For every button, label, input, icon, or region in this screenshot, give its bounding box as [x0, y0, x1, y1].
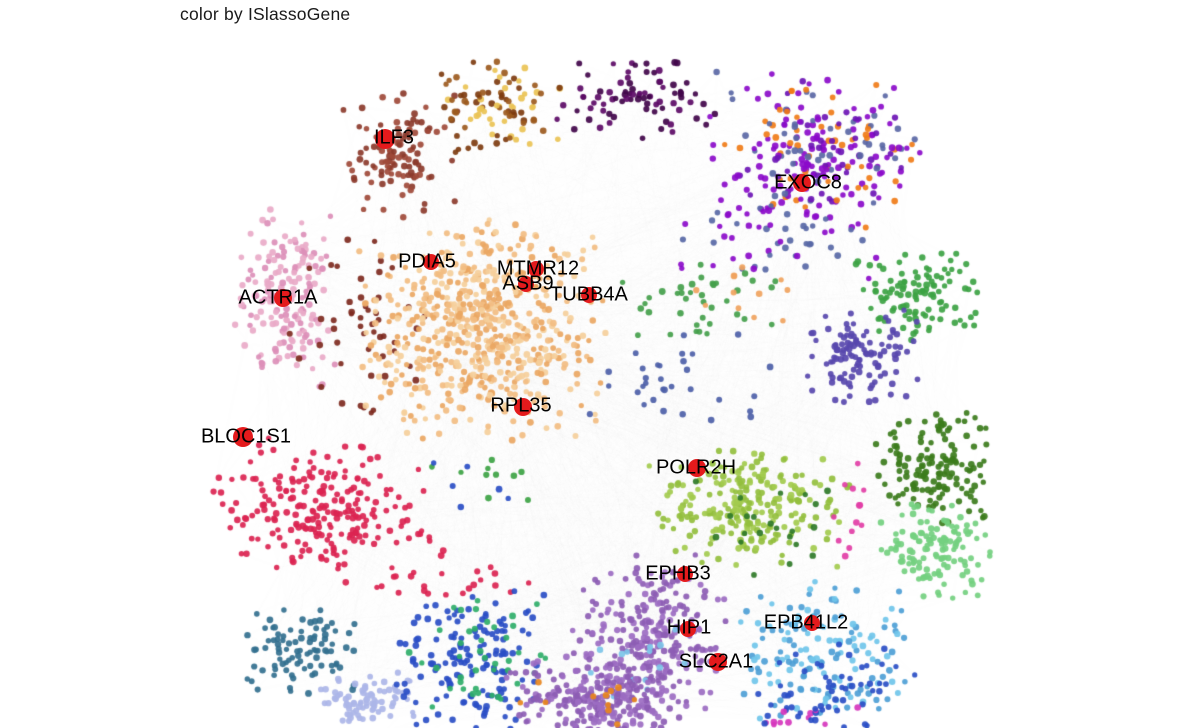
highlight-dot[interactable] — [423, 254, 439, 270]
highlight-dot[interactable] — [375, 129, 395, 149]
gene-label[interactable]: ILF3 — [373, 126, 415, 149]
highlight-dot[interactable] — [518, 276, 534, 292]
highlight-dot[interactable] — [680, 621, 696, 637]
highlight-dot[interactable] — [528, 261, 544, 277]
gene-label[interactable]: PDIA5 — [398, 250, 456, 273]
highlight-dot[interactable] — [804, 615, 820, 631]
highlight-dot[interactable] — [709, 653, 727, 671]
highlight-dot[interactable] — [793, 174, 811, 192]
highlight-dot[interactable] — [581, 287, 597, 303]
gene-label[interactable]: EXOC8 — [774, 171, 842, 194]
gene-label[interactable]: POLR2H — [655, 456, 737, 479]
highlight-dot[interactable] — [274, 289, 292, 307]
gene-label[interactable]: ASB9 — [502, 272, 554, 295]
gene-label[interactable]: ACTR1A — [238, 286, 318, 309]
gene-label[interactable]: BLOC1S1 — [200, 425, 292, 448]
gene-label[interactable]: MTMR12 — [496, 257, 580, 280]
highlight-dot[interactable] — [688, 459, 706, 477]
gene-label[interactable]: TUBB4A — [550, 283, 628, 306]
highlight-dot[interactable] — [514, 398, 532, 416]
gene-label[interactable]: EPHB3 — [645, 562, 711, 585]
gene-label[interactable]: HIP1 — [666, 616, 712, 639]
highlight-dot[interactable] — [677, 566, 693, 582]
highlight-dot[interactable] — [233, 427, 253, 447]
gene-label[interactable]: EPB41L2 — [763, 611, 849, 634]
gene-label[interactable]: RPL35 — [490, 394, 552, 417]
plot-title: color by ISlassoGene — [180, 4, 351, 24]
gene-label[interactable]: SLC2A1 — [678, 650, 754, 673]
